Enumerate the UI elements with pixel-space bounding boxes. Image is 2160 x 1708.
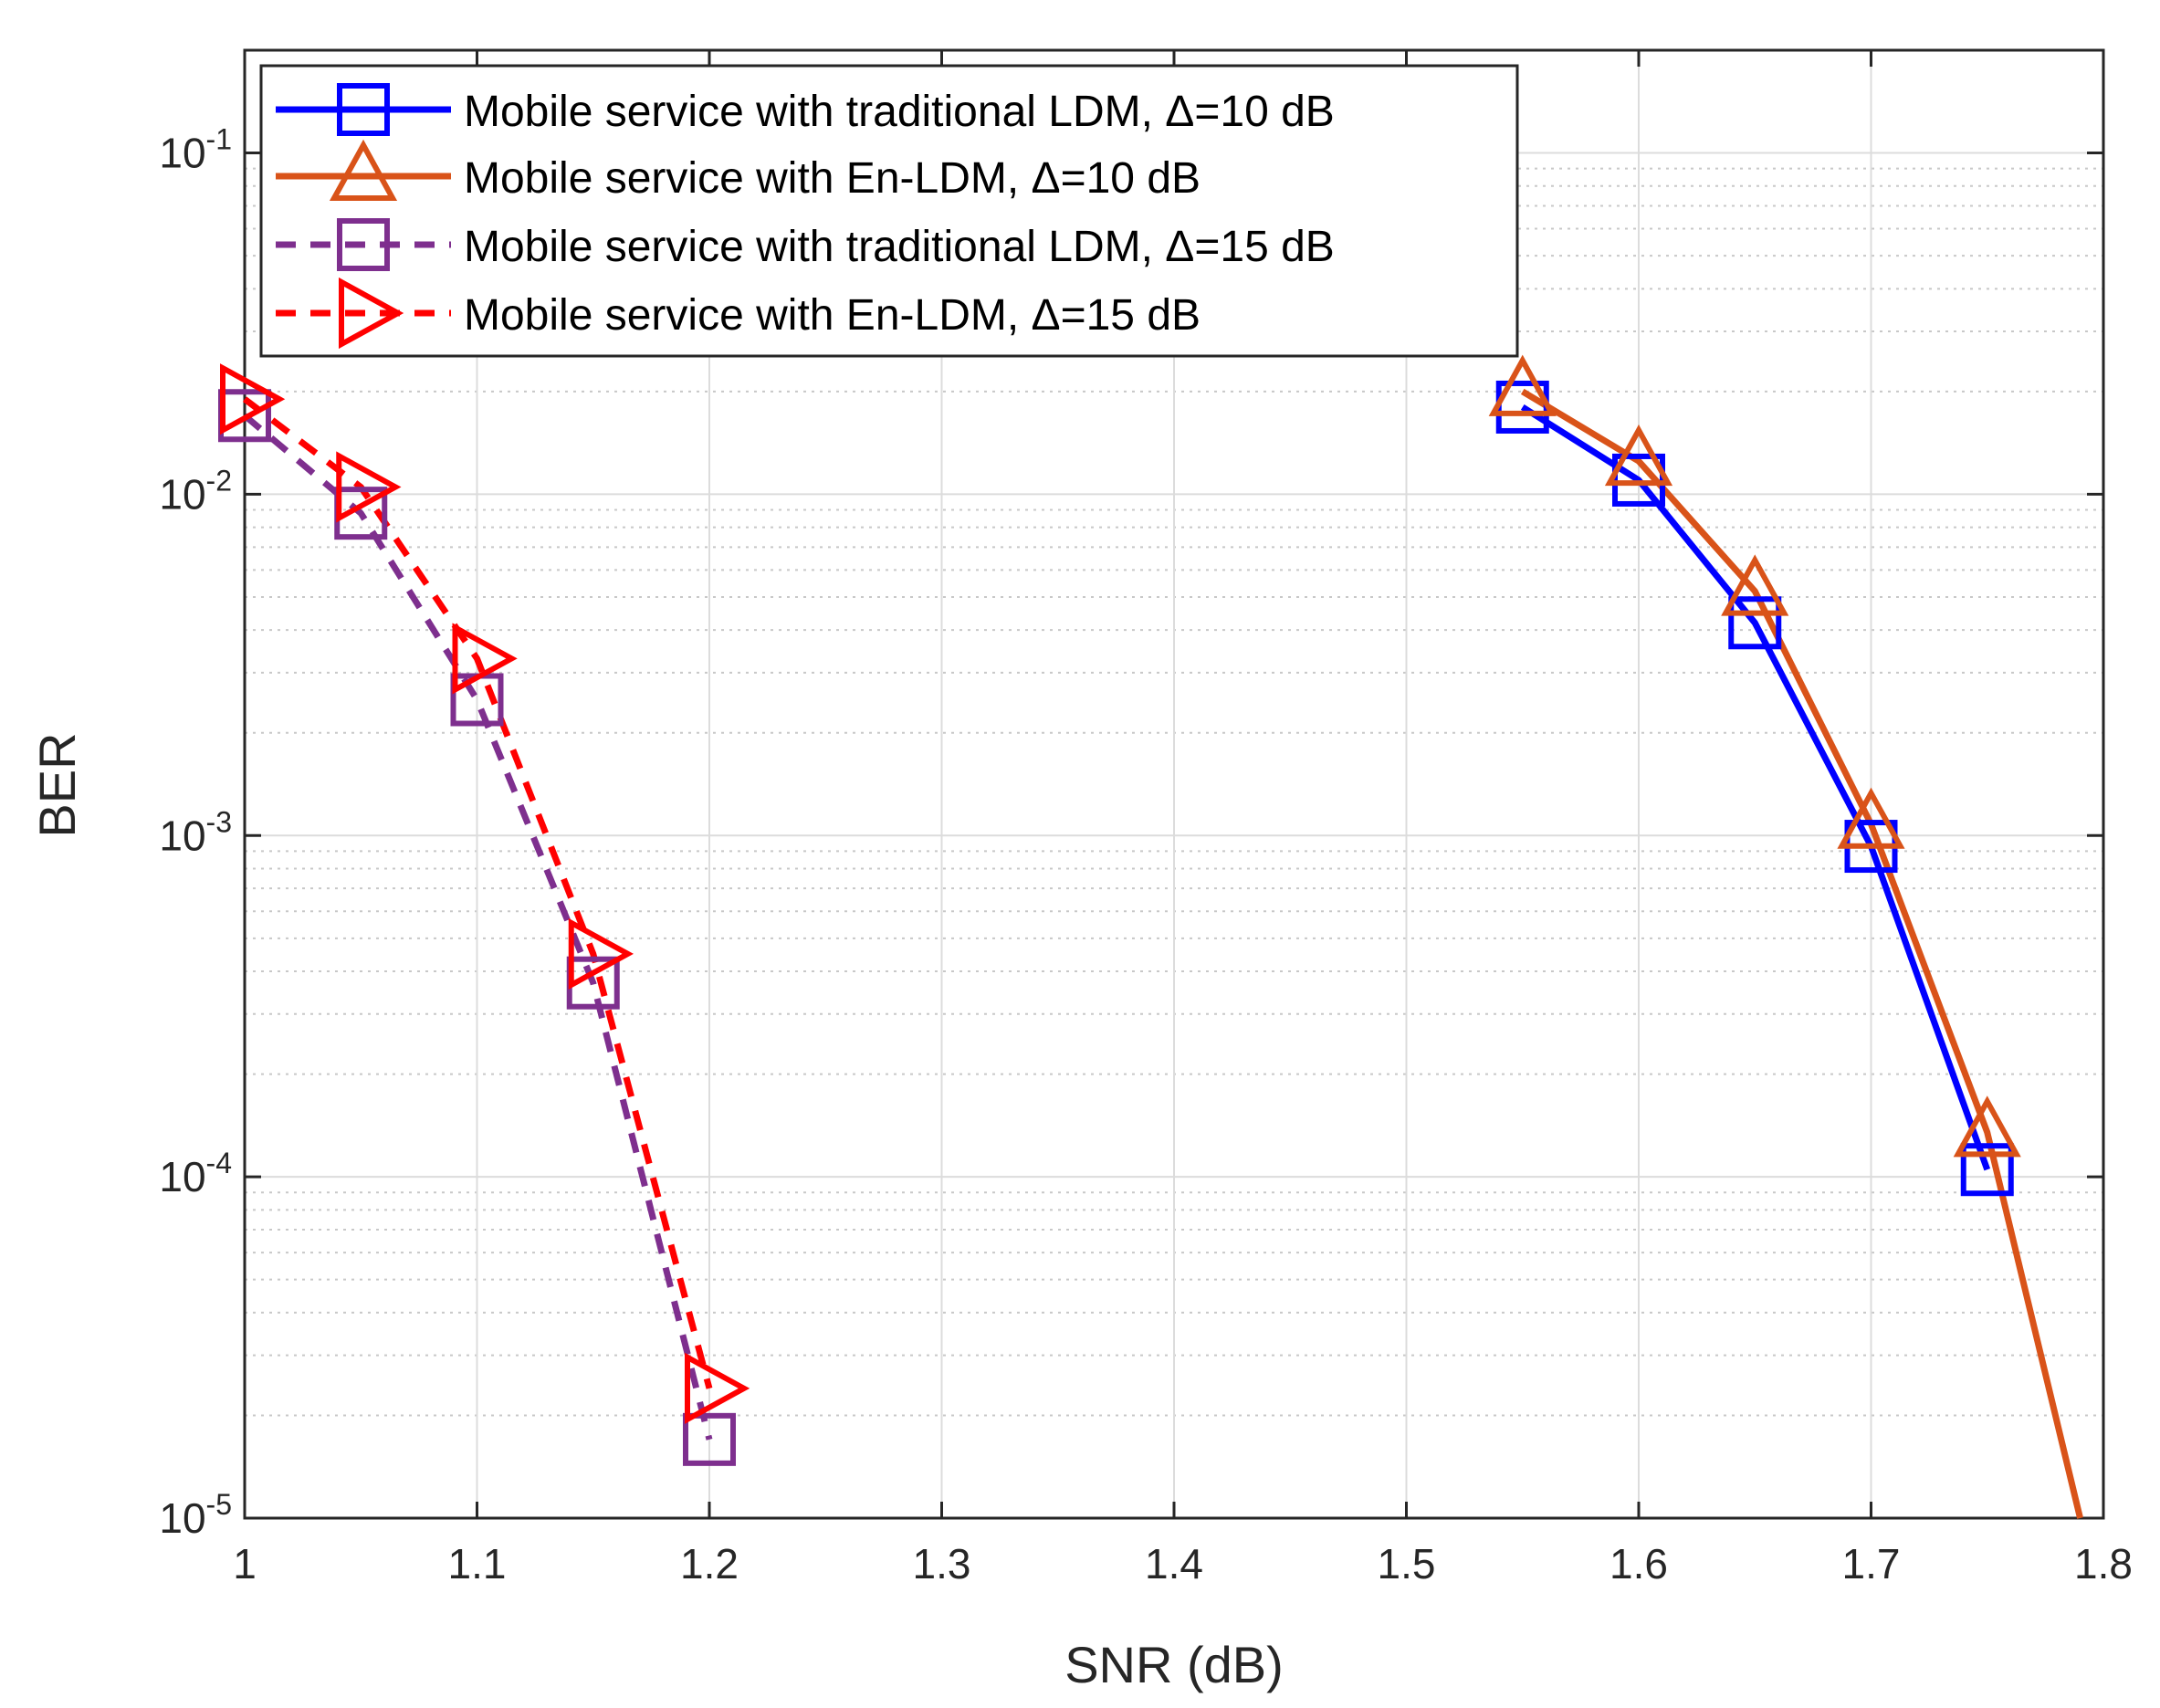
y-tick-label: 10-1 [159,123,232,177]
y-tick-base: 10 [159,1494,205,1542]
series-2-marker [1837,787,1905,849]
legend: Mobile service with traditional LDM, Δ=1… [259,64,1519,358]
legend-marker-en-ldm-15db [339,277,404,350]
series-3-marker [683,1412,736,1466]
series-4-marker [685,1352,750,1424]
series-lines [242,388,2083,1519]
y-tick-label: 10-5 [159,1488,232,1542]
series-line-3 [242,413,713,1441]
series-1-marker [1728,596,1782,650]
series-line-4 [242,396,713,1389]
y-tick-label: 10-4 [159,1147,232,1200]
legend-label-traditional-15db: Mobile service with traditional LDM, Δ=1… [464,223,1335,271]
series-1-marker [1960,1143,2014,1197]
y-tick-exponent: -2 [206,464,232,497]
legend-box [259,64,1519,358]
x-tick-label: 1.8 [2074,1540,2133,1587]
legend-label-en-ldm-15db: Mobile service with En-LDM, Δ=15 dB [464,291,1201,340]
legend-marker-en-ldm-10db [329,139,398,201]
y-tick-base: 10 [159,812,205,859]
series-2-marker [1604,424,1673,487]
legend-entry-4: Mobile service with En-LDM, Δ=15 dB [276,277,1201,350]
legend-entry-1: Mobile service with traditional LDM, Δ=1… [276,83,1335,136]
x-tick-label: 1.3 [913,1540,971,1587]
x-tick-label: 1.5 [1378,1540,1436,1587]
y-axis-label: BER [28,732,86,837]
series-line-1 [1520,404,1991,1171]
series-4-marker [336,451,402,523]
x-axis-label: SNR (dB) [1064,1636,1284,1693]
y-tick-exponent: -4 [206,1147,232,1179]
series-2-marker [1953,1095,2021,1158]
y-tick-exponent: -1 [206,123,232,156]
legend-marker-shape [339,277,404,350]
series-4-marker [568,917,634,990]
legend-marker-shape [337,83,390,136]
x-tick-label: 1.4 [1145,1540,1203,1587]
series-line-2 [1520,388,2083,1519]
y-tick-label: 10-3 [159,805,232,859]
series-markers [218,354,2021,1466]
legend-marker-traditional-15db [337,218,390,271]
axes [243,48,2105,1520]
y-tick-label: 10-2 [159,464,232,518]
series-4-marker [452,623,518,695]
series-2-marker [1488,354,1557,416]
series-2-marker [1721,554,1789,616]
tick-labels: 10-510-410-310-210-11 1.1 1.2 1.3 1.4 1.5 1.6 1… [159,123,2133,1587]
legend-marker-shape [337,218,390,271]
y-tick-base: 10 [159,130,205,177]
axes-box [243,48,2105,1520]
legend-label-en-ldm-10db: Mobile service with En-LDM, Δ=10 dB [464,154,1201,203]
legend-entry-2: Mobile service with En-LDM, Δ=10 dB [276,139,1201,203]
y-tick-base: 10 [159,470,205,518]
x-tick-label: 1.2 [680,1540,739,1587]
x-tick-label: 1 [233,1540,257,1587]
legend-marker-traditional-10db [337,83,390,136]
legend-entry-3: Mobile service with traditional LDM, Δ=1… [276,218,1335,271]
x-tick-label: 1.7 [1842,1540,1901,1587]
y-tick-exponent: -5 [206,1488,232,1521]
series-4-marker [220,363,286,435]
series-1-marker [1612,453,1665,507]
y-tick-exponent: -3 [206,805,232,838]
x-tick-label: 1.1 [448,1540,507,1587]
legend-label-traditional-10db: Mobile service with traditional LDM, Δ=1… [464,88,1335,136]
x-tick-label: 1.6 [1610,1540,1668,1587]
y-tick-base: 10 [159,1153,205,1200]
legend-marker-shape [329,139,398,201]
